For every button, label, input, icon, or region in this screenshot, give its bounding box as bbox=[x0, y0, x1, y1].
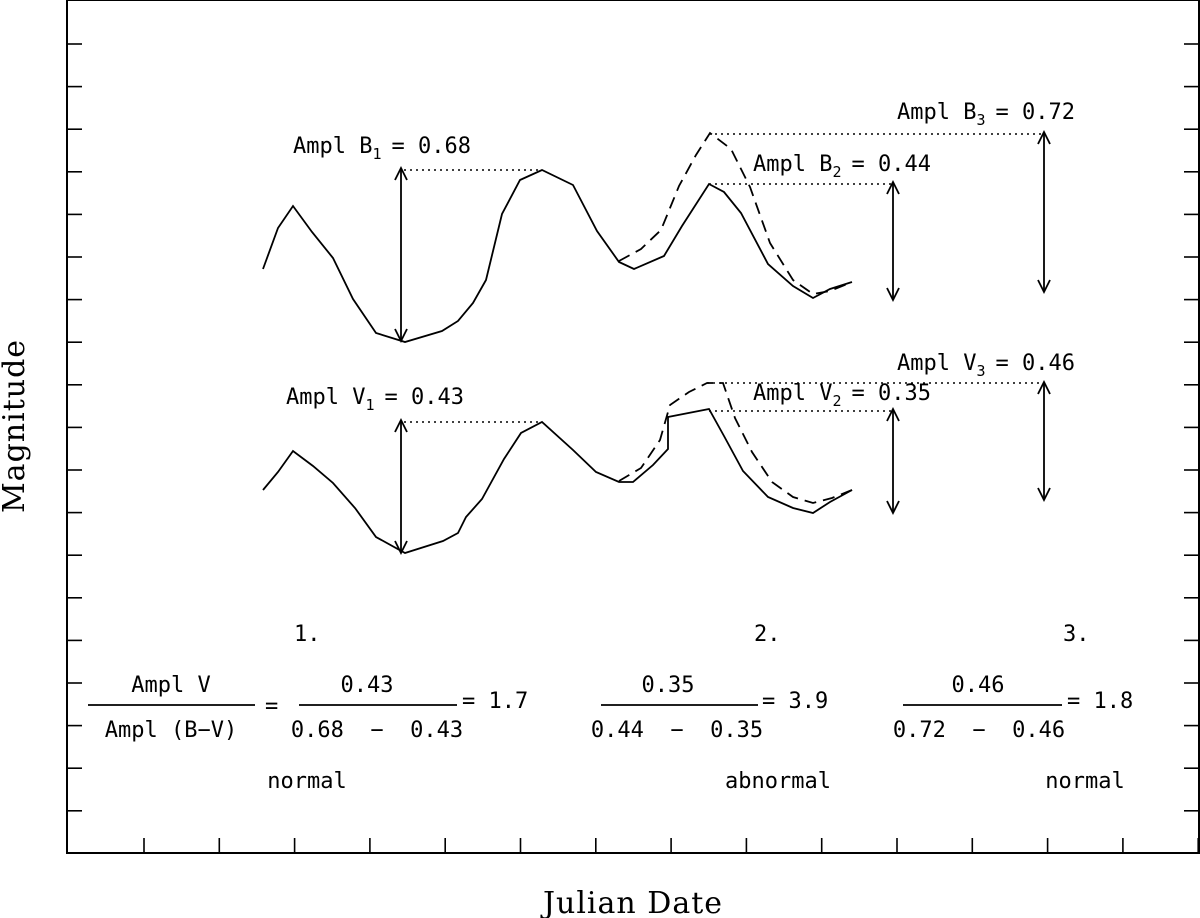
label-ampl-v3: Ampl V3 = 0.46 bbox=[897, 351, 1075, 380]
v-curve-solid bbox=[263, 409, 852, 553]
case-3-formula: 0.46 0.72 − 0.46 = 1.8 bbox=[893, 673, 1133, 743]
case-1-formula: Ampl V Ampl (B−V) = 0.43 0.68 − 0.43 = 1… bbox=[88, 673, 528, 743]
label-ampl-v1: Ampl V1 = 0.43 bbox=[286, 385, 464, 414]
arrow-b1 bbox=[395, 168, 407, 341]
case-1-numerator: 0.43 bbox=[341, 673, 394, 698]
y-axis-title: Magnitude bbox=[0, 339, 32, 513]
case-1-status: normal bbox=[267, 769, 346, 794]
label-ampl-v2: Ampl V2 = 0.35 bbox=[753, 381, 931, 410]
case-2-formula: 0.35 0.44 − 0.35 = 3.9 bbox=[591, 673, 828, 743]
amplitude-arrows bbox=[395, 132, 1050, 553]
x-axis-title: Julian Date bbox=[540, 886, 723, 918]
arrow-v3 bbox=[1038, 382, 1050, 500]
ratio-denominator-label: Ampl (B−V) bbox=[105, 718, 237, 743]
case-2-result: = 3.9 bbox=[762, 689, 828, 714]
arrow-b2 bbox=[887, 182, 899, 300]
case-3-numerator: 0.46 bbox=[952, 673, 1005, 698]
arrow-v1 bbox=[395, 420, 407, 553]
v-curve-dashed bbox=[619, 383, 852, 503]
case-2-number: 2. bbox=[754, 622, 781, 647]
leader-lines bbox=[404, 134, 1045, 422]
case-3-status: normal bbox=[1045, 769, 1124, 794]
label-ampl-b1: Ampl B1 = 0.68 bbox=[293, 134, 471, 163]
b-curve-solid bbox=[263, 170, 852, 342]
case-2-status: abnormal bbox=[725, 769, 831, 794]
label-ampl-b2: Ampl B2 = 0.44 bbox=[753, 152, 931, 181]
plot-frame bbox=[66, 0, 1200, 854]
case-1-equals: = bbox=[265, 694, 278, 719]
case-3-number: 3. bbox=[1063, 622, 1090, 647]
arrow-b3 bbox=[1038, 132, 1050, 292]
ratio-numerator-label: Ampl V bbox=[131, 673, 210, 698]
case-1-number: 1. bbox=[294, 622, 321, 647]
label-ampl-b3: Ampl B3 = 0.72 bbox=[897, 100, 1075, 129]
case-1-denominator: 0.68 − 0.43 bbox=[291, 718, 463, 743]
axis-ticks bbox=[67, 44, 1199, 853]
case-2-numerator: 0.35 bbox=[642, 673, 695, 698]
case-2-denominator: 0.44 − 0.35 bbox=[591, 718, 763, 743]
case-1-result: = 1.7 bbox=[462, 689, 528, 714]
case-3-denominator: 0.72 − 0.46 bbox=[893, 718, 1065, 743]
case-3-result: = 1.8 bbox=[1067, 689, 1133, 714]
arrow-v2 bbox=[887, 409, 899, 513]
